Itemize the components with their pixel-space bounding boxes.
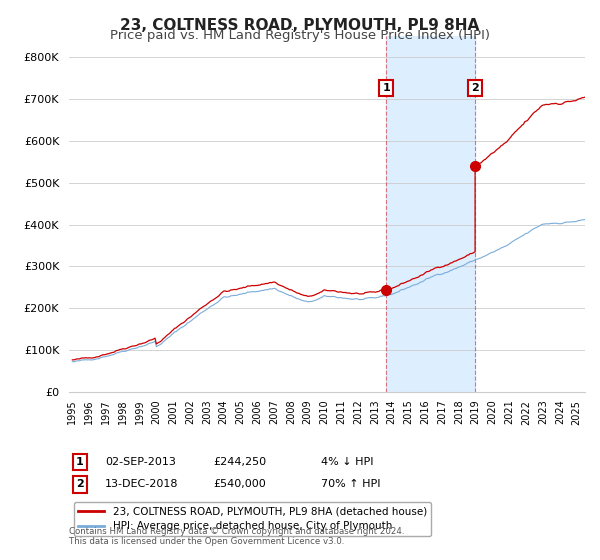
Text: 2: 2 xyxy=(76,479,83,489)
Text: 70% ↑ HPI: 70% ↑ HPI xyxy=(321,479,380,489)
Text: £540,000: £540,000 xyxy=(213,479,266,489)
Text: £244,250: £244,250 xyxy=(213,457,266,467)
Text: 1: 1 xyxy=(76,457,83,467)
Text: 13-DEC-2018: 13-DEC-2018 xyxy=(105,479,179,489)
Text: 2: 2 xyxy=(471,83,479,93)
Text: 1: 1 xyxy=(382,83,390,93)
Text: Contains HM Land Registry data © Crown copyright and database right 2024.
This d: Contains HM Land Registry data © Crown c… xyxy=(69,526,404,546)
Legend: 23, COLTNESS ROAD, PLYMOUTH, PL9 8HA (detached house), HPI: Average price, detac: 23, COLTNESS ROAD, PLYMOUTH, PL9 8HA (de… xyxy=(74,502,431,536)
Text: 4% ↓ HPI: 4% ↓ HPI xyxy=(321,457,373,467)
Text: Price paid vs. HM Land Registry's House Price Index (HPI): Price paid vs. HM Land Registry's House … xyxy=(110,29,490,42)
Text: 23, COLTNESS ROAD, PLYMOUTH, PL9 8HA: 23, COLTNESS ROAD, PLYMOUTH, PL9 8HA xyxy=(121,18,479,33)
Text: 02-SEP-2013: 02-SEP-2013 xyxy=(105,457,176,467)
Bar xyxy=(386,36,475,392)
